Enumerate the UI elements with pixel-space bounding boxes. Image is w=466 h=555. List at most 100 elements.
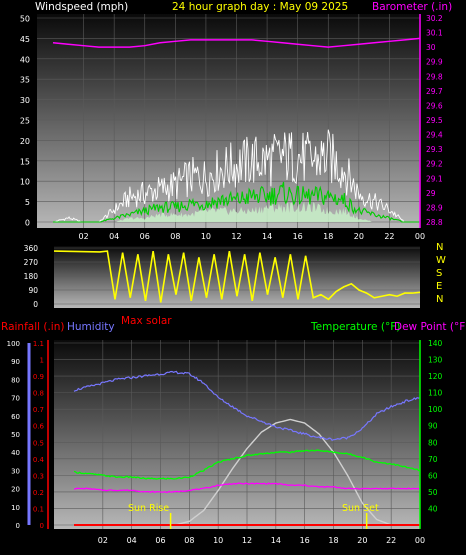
humidity-label: Humidity [67,321,115,333]
direction-panel-axes: 0 90 180 270 360 [24,244,39,309]
rainfall-label: Rainfall (.in) [1,321,64,333]
humidity-tick-label: 90 [11,358,20,366]
temp-tick-label: 140 [428,339,443,348]
temp-x-tick-label: 00 [415,536,425,545]
temp-tick-label: 110 [428,389,443,398]
wind-avg-line [53,181,420,223]
wind-x-tick-label: 08 [170,232,180,241]
chart-title: 24 hour graph day : May 09 2025 [172,1,348,13]
wind-tick-label: 15 [20,157,30,166]
temp-x-tick-label: 08 [184,536,194,545]
wind-x-tick-label: 16 [293,232,303,241]
humidity-tick-label: 50 [11,431,20,439]
temp-x-tick-label: 22 [386,536,396,545]
temp-tick-label: 90 [428,422,438,431]
humidity-tick-label: 40 [11,449,20,457]
barometer-line [52,37,421,48]
temp-x-tick-label: 02 [98,536,108,545]
humidity-tick-label: 60 [11,413,20,421]
temp-tick-label: 120 [428,372,443,381]
baro-tick-label: 29.8 [426,72,443,81]
wind-x-tick-label: 18 [323,232,333,241]
temp-x-tick-label: 06 [155,536,165,545]
baro-tick-label: 29.5 [426,116,443,125]
wind-x-tick-label: 20 [354,232,364,241]
baro-tick-label: 30 [426,43,436,52]
temp-x-tick-label: 14 [271,536,281,545]
baro-tick-label: 28.8 [426,218,443,227]
wind-tick-label: 50 [20,15,30,24]
wind-x-tick-label: 10 [201,232,211,241]
wind-x-tick-label: 14 [262,232,272,241]
rain-tick-label: 0.6 [33,423,45,431]
rain-tick-label: 0 [40,522,44,530]
compass-letter: N [436,242,443,253]
direction-tick-label: 270 [24,258,39,267]
temp-x-tick-label: 12 [242,536,252,545]
rain-tick-label: 0.1 [33,505,44,513]
baro-label: Barometer (.in) [372,1,452,13]
baro-tick-label: 30.2 [426,14,443,23]
baro-tick-label: 29.7 [426,87,443,96]
humidity-tick-label: 70 [11,395,20,403]
baro-tick-label: 29.3 [426,145,443,154]
rain-tick-label: 1.1 [33,340,44,348]
baro-tick-label: 29.4 [426,131,443,140]
rain-tick-label: 1 [40,357,44,365]
wind-x-tick-label: 00 [415,232,425,241]
direction-tick-label: 180 [24,272,39,281]
temp-panel-axes: 0 0.1 0.2 0.3 0.4 0.5 0.6 0.7 0.8 0.9 1 1.1 0 10 20 30 4… [7,339,443,545]
wind-x-tick-label: 06 [140,232,150,241]
wind-panel-axes: 0 5 10 15 20 25 30 35 40 45 50 28.8 28.9 29 29.1 29.2 29… [20,14,443,241]
direction-tick-label: 360 [24,244,39,253]
wind-panel-marks [52,37,421,223]
temp-x-tick-label: 20 [357,536,367,545]
rain-tick-label: 0.8 [33,390,44,398]
temp-tick-label: 80 [428,438,438,447]
temp-tick-label: 70 [428,455,438,464]
baro-tick-label: 29.1 [426,174,443,183]
compass-letter: N [436,294,443,305]
wind-label: Windspeed (mph) [35,1,128,13]
humidity-tick-label: 100 [7,340,20,348]
wind-low-area [53,201,420,222]
compass-letter: S [436,268,442,279]
wind-tick-label: 0 [25,219,30,228]
temp-tick-label: 40 [428,504,438,513]
humidity-tick-label: 80 [11,376,20,384]
wind-tick-label: 25 [20,117,30,126]
rain-tick-label: 0.5 [33,439,44,447]
temp-tick-label: 130 [428,356,443,365]
wind-x-tick-label: 02 [78,232,88,241]
compass-letter: E [436,281,442,292]
max-solar-label: Max solar [121,315,172,327]
temperature-line [73,449,421,480]
humidity-tick-label: 30 [11,467,20,475]
wind-tick-label: 45 [20,35,30,44]
baro-tick-label: 29 [426,189,436,198]
wind-gust-line [53,129,420,223]
baro-tick-label: 29.6 [426,101,443,110]
dew-point-label: Dew Point (°F) [394,321,466,333]
humidity-tick-label: 10 [11,504,20,512]
temp-x-tick-label: 16 [300,536,310,545]
humidity-tick-label: 20 [11,486,20,494]
temp-tick-label: 100 [428,405,443,414]
direction-tick-label: 0 [33,300,38,309]
humidity-tick-label: 0 [16,522,20,530]
baro-tick-label: 29.2 [426,160,443,169]
sun-set-label: Sun Set [342,503,379,514]
temperature-label: Temperature (°F) [310,321,400,333]
humidity-line [73,370,421,442]
wind-x-tick-label: 04 [109,232,119,241]
wind-tick-label: 20 [20,137,30,146]
dew-point-line [73,482,421,494]
wind-tick-label: 5 [25,198,30,207]
temp-tick-label: 60 [428,471,438,480]
wind-tick-label: 30 [20,96,30,105]
temp-x-tick-label: 04 [127,536,137,545]
direction-tick-label: 90 [28,286,38,295]
direction-panel-marks [53,250,421,303]
